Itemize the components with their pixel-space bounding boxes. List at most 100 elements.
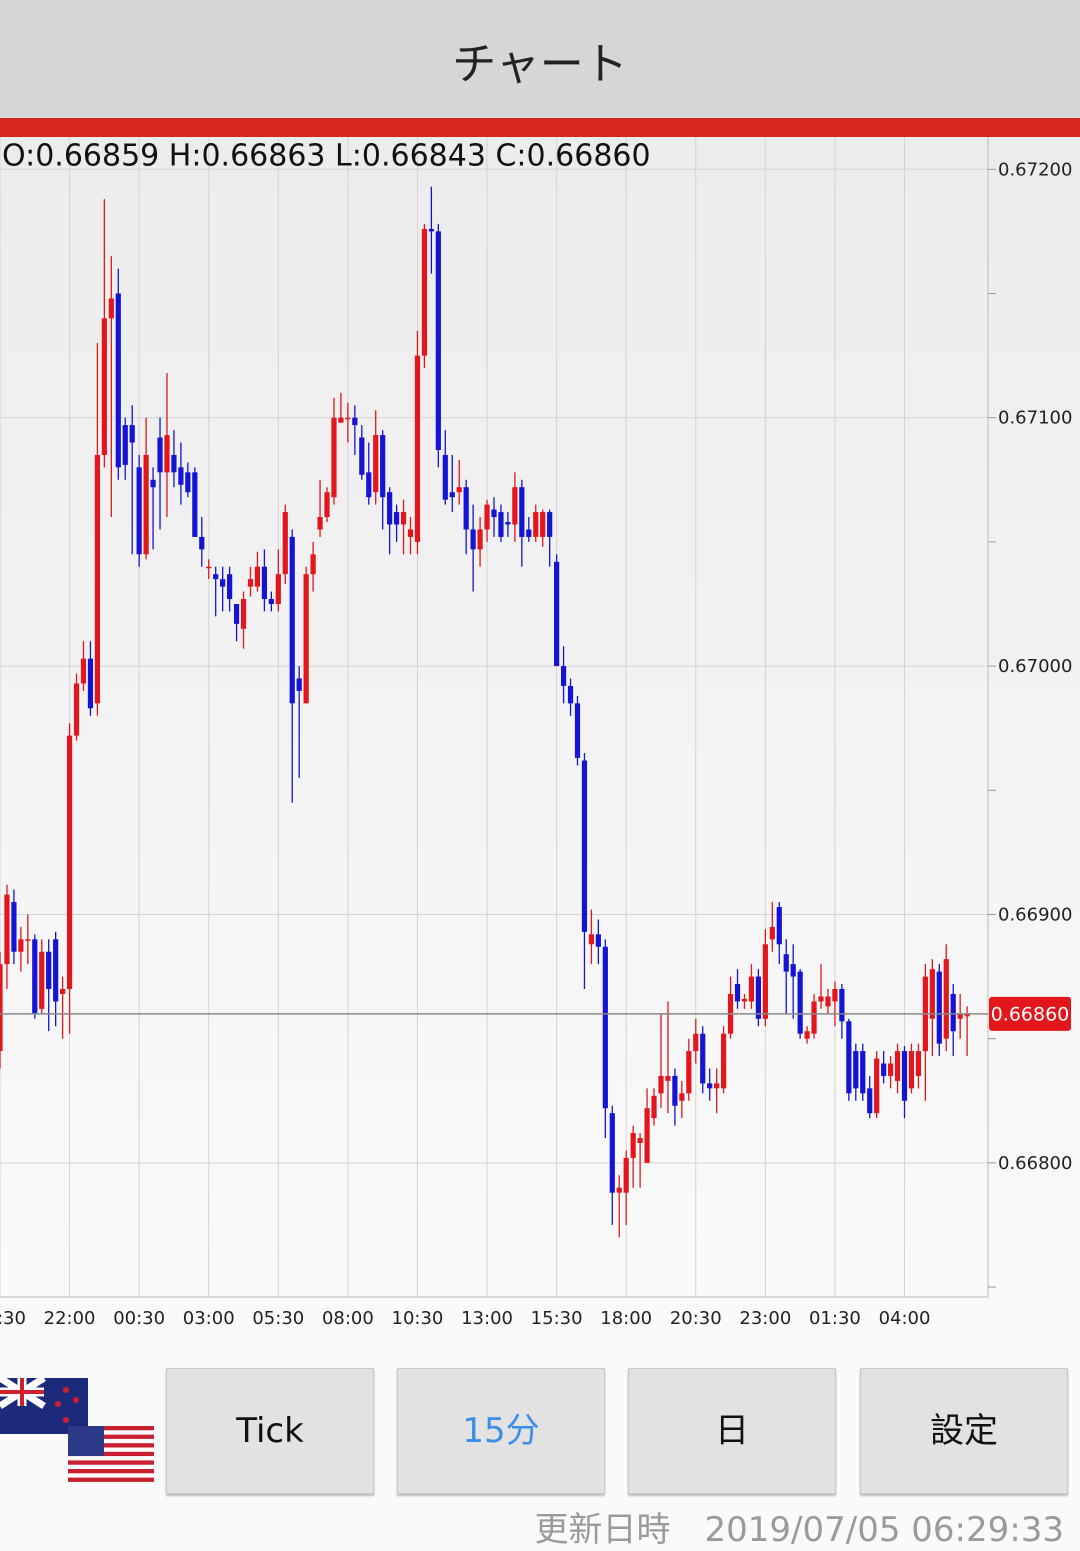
y-tick-label: 0.67000 — [998, 656, 1072, 677]
chart: O:0.66859 H:0.66863 L:0.66843 C:0.66860 … — [0, 137, 1080, 1329]
candle-body — [268, 599, 274, 604]
candle-body — [714, 1083, 720, 1089]
candle-body — [672, 1075, 678, 1106]
candle-body — [644, 1108, 650, 1163]
candle-body — [73, 683, 80, 736]
candle-body — [526, 529, 532, 537]
candle-body — [11, 902, 17, 952]
candle-body — [275, 574, 281, 604]
candle-body — [901, 1051, 908, 1101]
candle-body — [80, 658, 87, 684]
candle-body — [400, 512, 407, 525]
candle-body — [428, 228, 434, 232]
candle-body — [46, 951, 52, 989]
candle-body — [700, 1033, 706, 1084]
settings-button[interactable]: 設定 — [860, 1368, 1068, 1494]
y-tick-label: 0.66900 — [998, 904, 1072, 925]
candle-body — [874, 1058, 880, 1114]
candle-body — [164, 435, 170, 473]
candle-body — [748, 976, 755, 1002]
candle-body — [491, 509, 497, 518]
interval-button[interactable]: 15分 — [397, 1368, 605, 1494]
candle-body — [206, 566, 212, 569]
candle-body — [915, 1051, 922, 1076]
candle-body — [366, 472, 372, 498]
candle-body — [533, 512, 539, 537]
candle-body — [804, 1031, 810, 1039]
candle-body — [547, 512, 553, 537]
candle-body — [387, 492, 393, 525]
candle-body — [87, 658, 94, 709]
candle-body — [867, 1088, 873, 1114]
y-tick-label: 0.67100 — [998, 408, 1072, 429]
x-tick-label: 20:30 — [670, 1308, 722, 1329]
candle-body — [380, 435, 386, 498]
candle-body — [957, 1013, 963, 1019]
candle-body — [477, 529, 483, 550]
candle-body — [240, 599, 247, 629]
candle-body — [60, 988, 66, 994]
candle-body — [32, 939, 38, 1014]
candle-body — [616, 1187, 622, 1193]
candle-body — [721, 1033, 727, 1089]
candle-body — [185, 472, 191, 493]
candle-body — [108, 298, 114, 319]
candle-body — [442, 454, 448, 500]
plot-background — [0, 137, 1080, 1297]
candle-body — [818, 996, 824, 1002]
candle-body — [122, 425, 128, 465]
candle-body — [414, 355, 421, 542]
x-tick-label: 22:00 — [44, 1308, 96, 1329]
candle-body — [484, 504, 490, 530]
candle-body — [150, 479, 156, 488]
x-tick-label: 04:00 — [879, 1308, 931, 1329]
last-price-tag — [989, 996, 1071, 1031]
candle-body — [39, 951, 45, 1009]
day-button[interactable]: 日 — [628, 1368, 836, 1494]
candle-body — [755, 976, 761, 1019]
candle-body — [825, 996, 831, 1007]
x-tick-label: 00:30 — [113, 1308, 165, 1329]
candle-body — [936, 971, 942, 1044]
candle-body — [136, 467, 142, 555]
candle-body — [199, 536, 205, 550]
candle-body — [143, 454, 149, 555]
update-time: 更新日時 2019/07/05 06:29:33 — [535, 1502, 1064, 1551]
candle-body — [665, 1075, 671, 1081]
candle-body — [776, 907, 782, 945]
candle-body — [567, 685, 574, 704]
candle-body — [463, 487, 469, 530]
tick-button[interactable]: Tick — [166, 1368, 374, 1494]
x-tick-label: 19:30 — [0, 1308, 26, 1329]
candle-body — [338, 417, 344, 423]
candle-body — [192, 472, 198, 537]
candle-body — [762, 944, 768, 1019]
candle-body — [512, 487, 518, 525]
x-tick-label: 15:30 — [531, 1308, 583, 1329]
candle-body — [860, 1051, 866, 1094]
candle-body — [769, 926, 775, 940]
candle-body — [574, 703, 581, 758]
candle-body — [345, 417, 351, 420]
x-tick-label: 05:30 — [252, 1308, 304, 1329]
candle-body — [881, 1063, 887, 1076]
x-tick-label: 23:00 — [739, 1308, 791, 1329]
y-tick-label: 0.66800 — [998, 1153, 1072, 1174]
candle-body — [157, 437, 163, 473]
candle-body — [317, 517, 323, 530]
candle-body — [233, 603, 240, 624]
candle-body — [213, 574, 219, 580]
candle-body — [894, 1051, 901, 1081]
candle-body — [178, 467, 184, 485]
candle-body — [707, 1083, 713, 1089]
candle-body — [129, 425, 135, 443]
candle-body — [686, 1051, 692, 1094]
candle-body — [303, 574, 309, 704]
candle-body — [602, 946, 608, 1109]
candle-body — [470, 529, 476, 550]
header-title: チャート — [0, 0, 1080, 118]
candle-body — [373, 435, 379, 493]
candle-body — [595, 934, 601, 947]
x-tick-label: 01:30 — [809, 1308, 861, 1329]
